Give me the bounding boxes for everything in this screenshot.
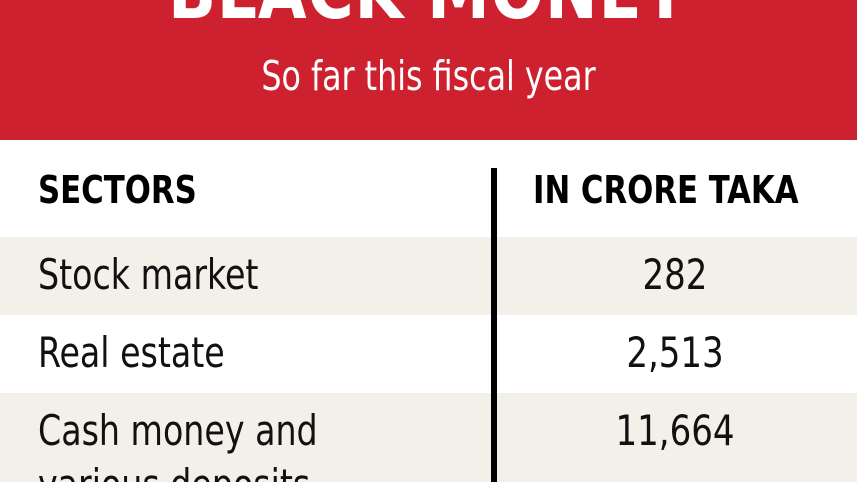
data-table: SECTORS IN CRORE TAKA Stock market 282 R… [0, 140, 857, 482]
cell-sector: Cash money and various deposits [38, 406, 318, 482]
table-row: Cash money and various deposits 11,664 [0, 393, 857, 482]
table-row: Stock market 282 [0, 237, 857, 315]
table-row: Real estate 2,513 [0, 315, 857, 393]
cell-amount: 2,513 [626, 328, 724, 377]
column-header-sectors: SECTORS [38, 168, 197, 212]
page-subtitle: So far this fiscal year [261, 52, 596, 100]
cell-amount: 282 [642, 250, 708, 299]
banner: BLACK MONEY So far this fiscal year [0, 0, 857, 140]
cell-sector: Real estate [38, 328, 225, 377]
cell-sector: Stock market [38, 250, 259, 299]
table-header-row: SECTORS IN CRORE TAKA [0, 140, 857, 237]
column-divider [491, 168, 497, 482]
column-header-amount: IN CRORE TAKA [533, 168, 799, 212]
page-title: BLACK MONEY [34, 0, 822, 34]
cell-amount: 11,664 [615, 406, 735, 455]
